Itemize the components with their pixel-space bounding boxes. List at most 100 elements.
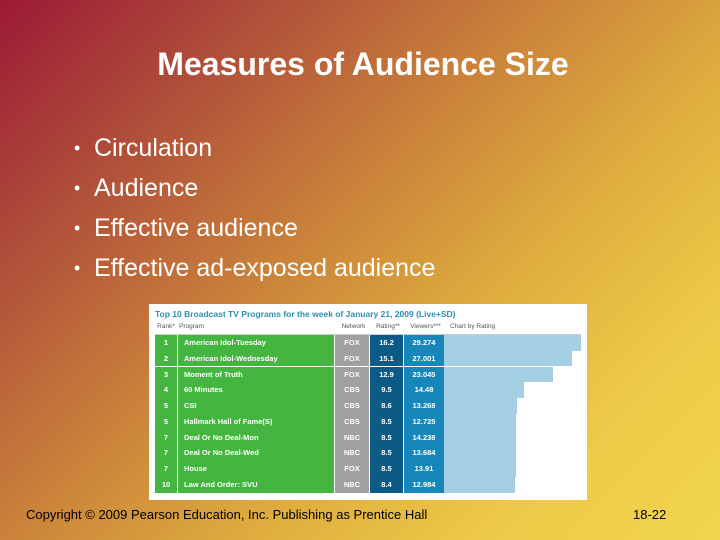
rating-bar <box>444 366 554 383</box>
rating-bar-cell <box>444 477 581 493</box>
table-row: 3 Moment of Truth FOX 12.9 23.045 <box>155 366 581 383</box>
program-cell: Law And Order: SVU <box>177 477 334 493</box>
rank-cell: 5 <box>155 413 177 430</box>
rank-cell: 7 <box>155 429 177 446</box>
viewers-cell: 13.684 <box>403 445 444 462</box>
table-row: 5 Hallmark Hall of Fame(S) CBS 8.5 12.725 <box>155 413 581 430</box>
rating-bar <box>444 445 516 462</box>
rating-cell: 12.9 <box>369 366 403 383</box>
bullet-icon: • <box>74 218 81 238</box>
bullet-item: • Audience <box>74 168 435 208</box>
program-cell: American Idol-Wednesday <box>177 350 334 367</box>
network-cell: NBC <box>334 477 369 493</box>
rating-bar-cell <box>444 398 581 414</box>
network-cell: NBC <box>334 445 369 462</box>
table-row: 10 Law And Order: SVU NBC 8.4 12.984 <box>155 477 581 493</box>
rating-bar <box>444 398 517 414</box>
bullet-item: • Effective audience <box>74 208 435 248</box>
bullet-item: • Effective ad-exposed audience <box>74 248 435 288</box>
rating-bar <box>444 429 516 446</box>
rating-bar <box>444 461 516 477</box>
viewers-cell: 12.725 <box>403 413 444 430</box>
rank-cell: 2 <box>155 350 177 367</box>
bullet-icon: • <box>74 178 81 198</box>
table-row: 1 American Idol-Tuesday FOX 16.2 29.274 <box>155 335 581 351</box>
table-row: 7 Deal Or No Deal-Mon NBC 8.5 14.238 <box>155 429 581 446</box>
viewers-cell: 13.91 <box>403 461 444 477</box>
table-body: 1 American Idol-Tuesday FOX 16.2 29.274 2 Amer… <box>155 335 581 493</box>
network-cell: FOX <box>334 350 369 367</box>
program-cell: Deal Or No Deal-Mon <box>177 429 334 446</box>
bullet-text: Audience <box>94 174 199 202</box>
rating-bar-cell <box>444 382 581 398</box>
rank-cell: 1 <box>155 335 177 351</box>
rating-bar-cell <box>444 335 581 351</box>
bullet-item: • Circulation <box>74 128 435 168</box>
rating-bar <box>444 382 525 398</box>
rating-cell: 8.6 <box>369 398 403 414</box>
program-cell: Deal Or No Deal-Wed <box>177 445 334 462</box>
table-row: 7 Deal Or No Deal-Wed NBC 8.5 13.684 <box>155 445 581 462</box>
program-cell: Moment of Truth <box>177 366 334 383</box>
rating-bar <box>444 413 516 430</box>
bullet-text: Circulation <box>94 134 213 162</box>
slide-title: Measures of Audience Size <box>157 46 569 82</box>
rank-cell: 4 <box>155 382 177 398</box>
network-cell: FOX <box>334 366 369 383</box>
viewers-cell: 14.238 <box>403 429 444 446</box>
rating-cell: 8.5 <box>369 445 403 462</box>
viewers-cell: 23.045 <box>403 366 444 383</box>
viewers-cell: 14.48 <box>403 382 444 398</box>
rating-bar-cell <box>444 461 581 477</box>
bullet-text: Effective audience <box>94 214 298 242</box>
header-network: Network <box>341 323 366 330</box>
table-row: 2 American Idol-Wednesday FOX 15.1 27.001 <box>155 350 581 367</box>
rank-cell: 10 <box>155 477 177 493</box>
rating-bar <box>444 477 516 493</box>
program-cell: CSI <box>177 398 334 414</box>
rating-cell: 8.5 <box>369 413 403 430</box>
program-cell: Hallmark Hall of Fame(S) <box>177 413 334 430</box>
viewers-cell: 13.268 <box>403 398 444 414</box>
rank-cell: 5 <box>155 398 177 414</box>
page-number: 18-22 <box>633 507 667 522</box>
header-viewers: Viewers*** <box>410 323 441 330</box>
table-header: Rank* Program Network Rating** Viewers**… <box>155 320 581 335</box>
rating-bar-cell <box>444 413 581 430</box>
rating-cell: 8.5 <box>369 429 403 446</box>
header-rank: Rank* <box>157 323 175 330</box>
viewers-cell: 27.001 <box>403 350 444 367</box>
table-caption: Top 10 Broadcast TV Programs for the wee… <box>155 309 456 319</box>
viewers-cell: 12.984 <box>403 477 444 493</box>
rating-bar <box>444 350 572 367</box>
rating-cell: 9.5 <box>369 382 403 398</box>
network-cell: FOX <box>334 461 369 477</box>
rating-cell: 15.1 <box>369 350 403 367</box>
rank-cell: 7 <box>155 461 177 477</box>
rank-cell: 3 <box>155 366 177 383</box>
tv-ratings-table: Top 10 Broadcast TV Programs for the wee… <box>149 304 587 500</box>
header-program: Program <box>179 323 204 330</box>
rating-bar-cell <box>444 445 581 462</box>
table-row: 4 60 Minutes CBS 9.5 14.48 <box>155 382 581 398</box>
rating-bar-cell <box>444 366 581 383</box>
network-cell: CBS <box>334 382 369 398</box>
rank-cell: 7 <box>155 445 177 462</box>
bullet-icon: • <box>74 138 81 158</box>
network-cell: CBS <box>334 413 369 430</box>
rating-bar-cell <box>444 429 581 446</box>
network-cell: CBS <box>334 398 369 414</box>
network-cell: FOX <box>334 335 369 351</box>
bullet-icon: • <box>74 258 81 278</box>
copyright-footer: Copyright © 2009 Pearson Education, Inc.… <box>26 507 428 522</box>
rating-bar <box>444 335 581 351</box>
rating-bar-cell <box>444 350 581 367</box>
program-cell: House <box>177 461 334 477</box>
rating-cell: 16.2 <box>369 335 403 351</box>
network-cell: NBC <box>334 429 369 446</box>
bullet-list: • Circulation • Audience • Effective audien… <box>74 128 435 288</box>
header-chart: Chart by Rating <box>450 323 496 330</box>
program-cell: American Idol-Tuesday <box>177 335 334 351</box>
header-rating: Rating** <box>376 323 400 330</box>
table-row: 5 CSI CBS 8.6 13.268 <box>155 398 581 414</box>
